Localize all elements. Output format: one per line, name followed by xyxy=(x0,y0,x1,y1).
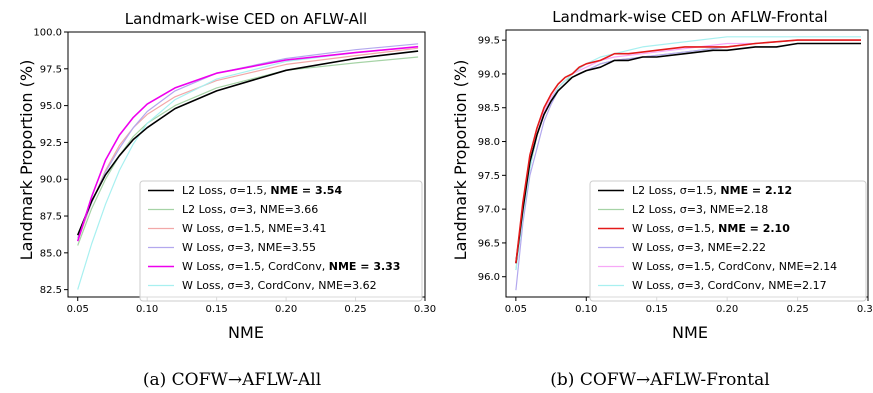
legend-label-text: W Loss, σ=3, CordConv, NME=3.62 xyxy=(182,279,377,292)
legend-box xyxy=(589,180,867,302)
legend-item: W Loss, σ=3, NME=3.55 xyxy=(148,241,316,254)
y-tick-label: 85.0 xyxy=(40,248,62,259)
x-tick-label: 0.05 xyxy=(505,304,527,315)
x-tick-label: 0.30 xyxy=(414,304,436,315)
legend-label-text: W Loss, σ=3, CordConv, NME=2.17 xyxy=(632,279,827,292)
x-tick-label: 0.30 xyxy=(857,304,873,315)
legend-label: W Loss, σ=1.5, CordConv, NME=2.14 xyxy=(632,260,837,273)
figure-caption: (a) COFW→AFLW-All xyxy=(143,370,321,390)
legend-item: W Loss, σ=3, CordConv, NME=2.17 xyxy=(598,279,827,292)
y-tick-label: 90.0 xyxy=(40,175,62,186)
legend-label: L2 Loss, σ=1.5, NME = 2.12 xyxy=(632,184,792,197)
y-tick-label: 96.0 xyxy=(478,272,500,283)
figure-caption: (b) COFW→AFLW-Frontal xyxy=(550,370,769,390)
series-lines xyxy=(515,36,861,291)
legend-item: L2 Loss, σ=1.5, NME = 3.54 xyxy=(148,184,342,197)
legend-label: W Loss, σ=1.5, CordConv, NME = 3.33 xyxy=(182,260,400,273)
y-tick-label: 98.5 xyxy=(478,103,500,114)
legend: L2 Loss, σ=1.5, NME = 2.12 L2 Loss, σ=3, … xyxy=(589,180,867,302)
legend-label: L2 Loss, σ=1.5, NME = 3.54 xyxy=(182,184,342,197)
legend-item: L2 Loss, σ=1.5, NME = 2.12 xyxy=(598,184,792,197)
legend-label-text: W Loss, σ=1.5, xyxy=(632,222,718,235)
legend-label: W Loss, σ=1.5, NME=3.41 xyxy=(182,222,327,235)
legend: L2 Loss, σ=1.5, NME = 3.54 L2 Loss, σ=3, … xyxy=(139,180,423,302)
legend-item: W Loss, σ=1.5, CordConv, NME=2.14 xyxy=(598,260,837,273)
series-line xyxy=(76,50,419,236)
x-tick-label: 0.20 xyxy=(716,304,738,315)
x-tick-label: 0.10 xyxy=(575,304,597,315)
y-tick-label: 99.0 xyxy=(478,69,500,80)
x-tick-label: 0.20 xyxy=(275,304,297,315)
series-line xyxy=(515,39,861,264)
legend-label: W Loss, σ=3, NME=3.55 xyxy=(182,241,316,254)
x-tick-label: 0.25 xyxy=(786,304,808,315)
x-tick-label: 0.05 xyxy=(67,304,89,315)
y-tick-label: 100.0 xyxy=(33,28,62,39)
legend-label-bold: NME = 3.33 xyxy=(329,260,401,273)
y-axis-label: Landmark Proportion (%) xyxy=(17,60,36,261)
x-tick-label: 0.15 xyxy=(206,304,228,315)
y-tick-label: 96.5 xyxy=(478,238,500,249)
y-tick-label: 99.5 xyxy=(478,36,500,47)
chart-title: Landmark-wise CED on AFLW-Frontal xyxy=(552,8,827,26)
y-tick-label: 97.5 xyxy=(478,171,500,182)
y-tick-label: 92.5 xyxy=(40,138,62,149)
series-line xyxy=(77,46,419,290)
legend-label: W Loss, σ=1.5, NME = 2.10 xyxy=(632,222,790,235)
legend-label-text: W Loss, σ=1.5, CordConv, NME=2.14 xyxy=(632,260,837,273)
x-tick-label: 0.15 xyxy=(646,304,668,315)
legend-label-text: W Loss, σ=1.5, NME=3.41 xyxy=(182,222,327,235)
y-tick-label: 95.0 xyxy=(40,101,62,112)
legend-label-text: L2 Loss, σ=1.5, xyxy=(632,184,720,197)
legend-item: L2 Loss, σ=3, NME=2.18 xyxy=(598,203,768,216)
legend-item: L2 Loss, σ=3, NME=3.66 xyxy=(148,203,318,216)
legend-label: W Loss, σ=3, NME=2.22 xyxy=(632,241,766,254)
series-line xyxy=(76,45,419,242)
legend-label-text: L2 Loss, σ=3, NME=2.18 xyxy=(632,203,768,216)
y-axis-label: Landmark Proportion (%) xyxy=(451,60,470,261)
x-tick-label: 0.25 xyxy=(344,304,366,315)
legend-label-text: W Loss, σ=3, NME=2.22 xyxy=(632,241,766,254)
legend-item: W Loss, σ=1.5, NME = 2.10 xyxy=(598,222,790,235)
y-tick-label: 97.0 xyxy=(478,205,500,216)
legend-item: W Loss, σ=3, NME=2.22 xyxy=(598,241,766,254)
legend-label-bold: NME = 2.10 xyxy=(718,222,790,235)
legend-box xyxy=(139,180,423,302)
series-lines xyxy=(76,43,419,290)
legend-item: W Loss, σ=1.5, NME=3.41 xyxy=(148,222,327,235)
y-tick-label: 97.5 xyxy=(40,64,62,75)
y-tick-label: 82.5 xyxy=(40,285,62,296)
legend-label: W Loss, σ=3, CordConv, NME=2.17 xyxy=(632,279,827,292)
legend-label-bold: NME = 2.12 xyxy=(720,184,792,197)
series-line xyxy=(515,42,861,264)
legend-label: L2 Loss, σ=3, NME=3.66 xyxy=(182,203,318,216)
x-tick-label: 0.10 xyxy=(136,304,158,315)
chart-title: Landmark-wise CED on AFLW-All xyxy=(125,10,367,28)
y-tick-label: 98.0 xyxy=(478,137,500,148)
legend-label-bold: NME = 3.54 xyxy=(270,184,342,197)
chart-panel-afl-frontal: Landmark-wise CED on AFLW-Frontal NME La… xyxy=(451,8,873,390)
legend-item: W Loss, σ=1.5, CordConv, NME = 3.33 xyxy=(148,260,400,273)
x-axis-label: NME xyxy=(672,323,708,342)
legend-label-text: W Loss, σ=1.5, CordConv, xyxy=(182,260,329,273)
legend-label: L2 Loss, σ=3, NME=2.18 xyxy=(632,203,768,216)
legend-label-text: L2 Loss, σ=1.5, xyxy=(182,184,270,197)
legend-label: W Loss, σ=3, CordConv, NME=3.62 xyxy=(182,279,377,292)
y-tick-label: 87.5 xyxy=(40,212,62,223)
legend-item: W Loss, σ=3, CordConv, NME=3.62 xyxy=(148,279,377,292)
legend-label-text: W Loss, σ=3, NME=3.55 xyxy=(182,241,316,254)
legend-label-text: L2 Loss, σ=3, NME=3.66 xyxy=(182,203,318,216)
x-axis-label: NME xyxy=(228,323,264,342)
chart-panel-afl-all: Landmark-wise CED on AFLW-All NME Landma… xyxy=(17,10,436,390)
